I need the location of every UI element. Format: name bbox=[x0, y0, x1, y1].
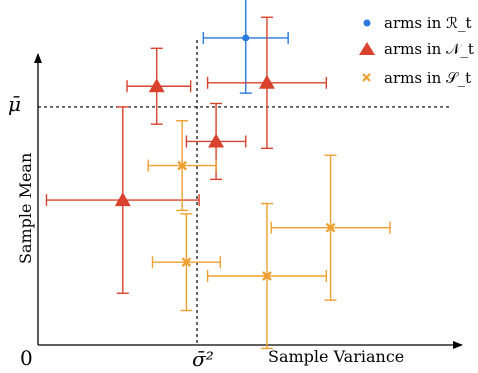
marker-x bbox=[177, 160, 188, 171]
mean-threshold-label: μ̄ bbox=[8, 92, 21, 116]
legend-marker-r bbox=[363, 19, 371, 27]
legend-marker-n bbox=[359, 42, 375, 55]
marker-x bbox=[181, 257, 192, 268]
y-axis-label: Sample Mean bbox=[16, 153, 35, 264]
data-layer bbox=[45, 0, 391, 350]
data-point bbox=[147, 120, 217, 212]
data-point bbox=[202, 0, 289, 94]
data-point bbox=[206, 16, 328, 150]
data-point bbox=[206, 202, 328, 350]
legend-label-s: arms in 𝒮_t bbox=[384, 69, 471, 87]
data-point bbox=[126, 47, 192, 125]
legend-label-r: arms in ℛ_t bbox=[384, 14, 472, 32]
variance-threshold-label: σ̄² bbox=[192, 347, 214, 371]
marker-triangle bbox=[114, 192, 131, 207]
marker-x bbox=[262, 271, 272, 281]
marker-triangle bbox=[258, 74, 275, 89]
data-point bbox=[270, 154, 391, 301]
legend-marker-s bbox=[362, 73, 371, 82]
marker-x bbox=[325, 222, 336, 233]
legend-label-n: arms in 𝒩_t bbox=[384, 40, 474, 58]
data-point bbox=[45, 106, 200, 294]
marker-triangle bbox=[208, 133, 225, 148]
data-point bbox=[151, 213, 222, 312]
marker-triangle bbox=[148, 78, 165, 93]
legend: arms in ℛ_t arms in 𝒩_t arms in 𝒮_t bbox=[359, 14, 474, 87]
origin-label: 0 bbox=[20, 346, 33, 370]
marker-circle bbox=[242, 34, 250, 42]
x-axis-label: Sample Variance bbox=[268, 347, 404, 366]
